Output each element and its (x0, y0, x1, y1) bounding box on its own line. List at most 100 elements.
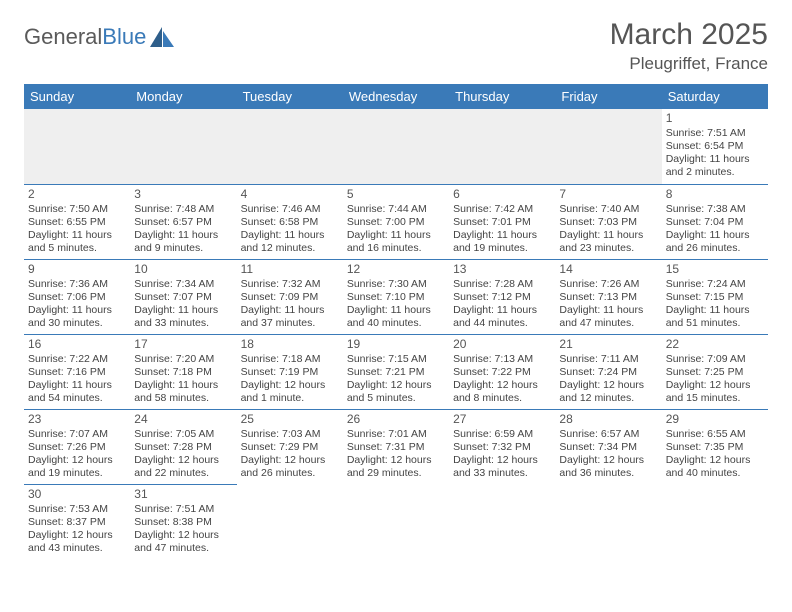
sunset-text: Sunset: 6:58 PM (241, 216, 339, 229)
day-cell: 13Sunrise: 7:28 AMSunset: 7:12 PMDayligh… (449, 259, 555, 334)
day-number: 2 (28, 187, 126, 202)
day-cell (449, 484, 555, 559)
daylight-text: Daylight: 12 hours and 33 minutes. (453, 454, 551, 480)
sunrise-text: Sunrise: 6:57 AM (559, 428, 657, 441)
daylight-text: Daylight: 12 hours and 26 minutes. (241, 454, 339, 480)
day-cell: 16Sunrise: 7:22 AMSunset: 7:16 PMDayligh… (24, 334, 130, 409)
day-cell: 8Sunrise: 7:38 AMSunset: 7:04 PMDaylight… (662, 184, 768, 259)
day-cell: 11Sunrise: 7:32 AMSunset: 7:09 PMDayligh… (237, 259, 343, 334)
sunrise-text: Sunrise: 7:53 AM (28, 503, 126, 516)
sunrise-text: Sunrise: 7:46 AM (241, 203, 339, 216)
daylight-text: Daylight: 11 hours and 51 minutes. (666, 304, 764, 330)
day-cell: 19Sunrise: 7:15 AMSunset: 7:21 PMDayligh… (343, 334, 449, 409)
sunset-text: Sunset: 7:03 PM (559, 216, 657, 229)
day-cell: 30Sunrise: 7:53 AMSunset: 8:37 PMDayligh… (24, 484, 130, 559)
day-cell (130, 109, 236, 184)
daylight-text: Daylight: 11 hours and 37 minutes. (241, 304, 339, 330)
calendar-table: Sunday Monday Tuesday Wednesday Thursday… (24, 84, 768, 559)
day-cell: 28Sunrise: 6:57 AMSunset: 7:34 PMDayligh… (555, 409, 661, 484)
day-cell: 31Sunrise: 7:51 AMSunset: 8:38 PMDayligh… (130, 484, 236, 559)
header: GeneralBlue March 2025 Pleugriffet, Fran… (24, 18, 768, 74)
day-cell (237, 484, 343, 559)
day-cell: 22Sunrise: 7:09 AMSunset: 7:25 PMDayligh… (662, 334, 768, 409)
day-cell (555, 109, 661, 184)
daylight-text: Daylight: 12 hours and 12 minutes. (559, 379, 657, 405)
day-number: 7 (559, 187, 657, 202)
calendar-page: GeneralBlue March 2025 Pleugriffet, Fran… (0, 0, 792, 559)
daylight-text: Daylight: 12 hours and 15 minutes. (666, 379, 764, 405)
sunset-text: Sunset: 7:01 PM (453, 216, 551, 229)
day-number: 19 (347, 337, 445, 352)
weekday-header: Thursday (449, 84, 555, 109)
day-number: 3 (134, 187, 232, 202)
day-number: 9 (28, 262, 126, 277)
sunrise-text: Sunrise: 7:28 AM (453, 278, 551, 291)
week-row: 2Sunrise: 7:50 AMSunset: 6:55 PMDaylight… (24, 184, 768, 259)
daylight-text: Daylight: 11 hours and 33 minutes. (134, 304, 232, 330)
daylight-text: Daylight: 12 hours and 5 minutes. (347, 379, 445, 405)
sunset-text: Sunset: 7:25 PM (666, 366, 764, 379)
sunrise-text: Sunrise: 7:20 AM (134, 353, 232, 366)
sunrise-text: Sunrise: 7:24 AM (666, 278, 764, 291)
sunset-text: Sunset: 7:07 PM (134, 291, 232, 304)
day-cell: 5Sunrise: 7:44 AMSunset: 7:00 PMDaylight… (343, 184, 449, 259)
day-number: 10 (134, 262, 232, 277)
week-row: 1Sunrise: 7:51 AMSunset: 6:54 PMDaylight… (24, 109, 768, 184)
sunset-text: Sunset: 7:29 PM (241, 441, 339, 454)
daylight-text: Daylight: 11 hours and 16 minutes. (347, 229, 445, 255)
day-number: 8 (666, 187, 764, 202)
day-cell: 29Sunrise: 6:55 AMSunset: 7:35 PMDayligh… (662, 409, 768, 484)
week-row: 16Sunrise: 7:22 AMSunset: 7:16 PMDayligh… (24, 334, 768, 409)
sunset-text: Sunset: 6:57 PM (134, 216, 232, 229)
day-cell: 25Sunrise: 7:03 AMSunset: 7:29 PMDayligh… (237, 409, 343, 484)
day-number: 20 (453, 337, 551, 352)
day-number: 24 (134, 412, 232, 427)
day-cell (343, 109, 449, 184)
daylight-text: Daylight: 12 hours and 36 minutes. (559, 454, 657, 480)
day-number: 21 (559, 337, 657, 352)
sunrise-text: Sunrise: 7:07 AM (28, 428, 126, 441)
day-number: 23 (28, 412, 126, 427)
day-number: 30 (28, 487, 126, 502)
sunrise-text: Sunrise: 7:51 AM (666, 127, 764, 140)
daylight-text: Daylight: 12 hours and 40 minutes. (666, 454, 764, 480)
weekday-header: Monday (130, 84, 236, 109)
sunset-text: Sunset: 7:32 PM (453, 441, 551, 454)
daylight-text: Daylight: 11 hours and 26 minutes. (666, 229, 764, 255)
sunrise-text: Sunrise: 7:34 AM (134, 278, 232, 291)
sunset-text: Sunset: 7:26 PM (28, 441, 126, 454)
sunrise-text: Sunrise: 6:55 AM (666, 428, 764, 441)
sunset-text: Sunset: 7:15 PM (666, 291, 764, 304)
sunrise-text: Sunrise: 7:13 AM (453, 353, 551, 366)
day-cell: 18Sunrise: 7:18 AMSunset: 7:19 PMDayligh… (237, 334, 343, 409)
sunset-text: Sunset: 7:04 PM (666, 216, 764, 229)
day-number: 29 (666, 412, 764, 427)
sunrise-text: Sunrise: 7:15 AM (347, 353, 445, 366)
daylight-text: Daylight: 11 hours and 30 minutes. (28, 304, 126, 330)
sunset-text: Sunset: 6:54 PM (666, 140, 764, 153)
day-cell (237, 109, 343, 184)
day-cell: 15Sunrise: 7:24 AMSunset: 7:15 PMDayligh… (662, 259, 768, 334)
location: Pleugriffet, France (610, 54, 768, 74)
sunset-text: Sunset: 7:19 PM (241, 366, 339, 379)
day-cell: 10Sunrise: 7:34 AMSunset: 7:07 PMDayligh… (130, 259, 236, 334)
daylight-text: Daylight: 11 hours and 44 minutes. (453, 304, 551, 330)
daylight-text: Daylight: 11 hours and 2 minutes. (666, 153, 764, 179)
sunrise-text: Sunrise: 6:59 AM (453, 428, 551, 441)
day-cell (662, 484, 768, 559)
sunrise-text: Sunrise: 7:01 AM (347, 428, 445, 441)
daylight-text: Daylight: 11 hours and 58 minutes. (134, 379, 232, 405)
logo: GeneralBlue (24, 18, 176, 50)
sunrise-text: Sunrise: 7:51 AM (134, 503, 232, 516)
week-row: 9Sunrise: 7:36 AMSunset: 7:06 PMDaylight… (24, 259, 768, 334)
day-number: 6 (453, 187, 551, 202)
day-number: 4 (241, 187, 339, 202)
day-number: 15 (666, 262, 764, 277)
sunset-text: Sunset: 7:18 PM (134, 366, 232, 379)
sunset-text: Sunset: 8:38 PM (134, 516, 232, 529)
weekday-header: Friday (555, 84, 661, 109)
week-row: 23Sunrise: 7:07 AMSunset: 7:26 PM Dayligh… (24, 409, 768, 484)
sunrise-text: Sunrise: 7:40 AM (559, 203, 657, 216)
day-cell: 21Sunrise: 7:11 AMSunset: 7:24 PMDayligh… (555, 334, 661, 409)
weekday-header: Wednesday (343, 84, 449, 109)
